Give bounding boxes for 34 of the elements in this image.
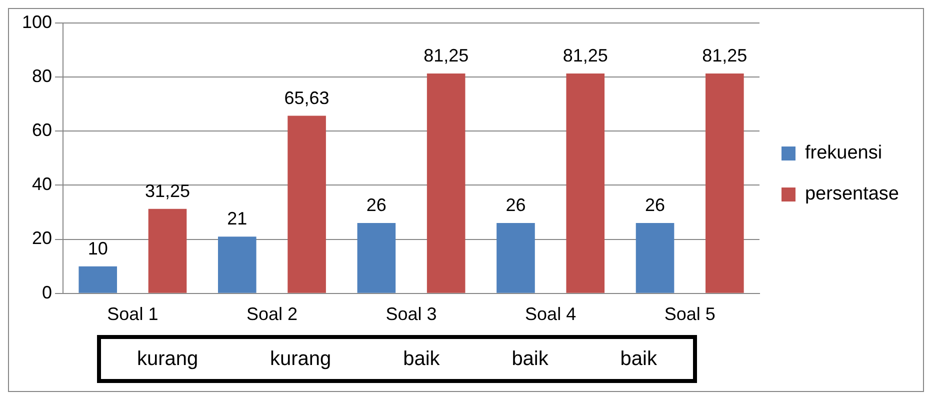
bar (78, 266, 118, 293)
data-label: 26 (366, 195, 386, 216)
legend-label: persentase (804, 184, 900, 205)
note-box: kurang kurang baik baik baik (97, 335, 697, 383)
data-label: 21 (227, 208, 248, 229)
bar (426, 74, 466, 293)
bar (636, 223, 674, 293)
bar (218, 236, 256, 293)
bar (496, 223, 535, 293)
x-tick-label: Soal 2 (246, 304, 298, 324)
legend-label: frekuensi (804, 142, 882, 164)
x-tick-label: Soal 5 (664, 304, 716, 324)
data-label: 81,25 (424, 46, 469, 66)
data-label: 26 (506, 195, 526, 216)
y-tick-label: 60 (32, 120, 52, 140)
x-tick-label: Soal 1 (107, 304, 158, 324)
bar (288, 116, 326, 293)
data-label: 81,25 (702, 46, 748, 66)
data-label: 65,63 (284, 88, 330, 108)
x-tick-label: Soal 3 (386, 304, 437, 324)
data-label: 81,25 (562, 46, 608, 66)
y-tick-label: 80 (32, 66, 52, 86)
x-tick-label: Soal 4 (525, 304, 576, 324)
bar (357, 223, 396, 293)
data-label: 31,25 (144, 180, 190, 201)
data-label: 26 (645, 195, 666, 216)
bar (566, 74, 605, 293)
bar (706, 74, 744, 293)
y-tick-label: 40 (32, 174, 52, 194)
y-tick-label: 100 (22, 12, 52, 32)
data-label: 10 (88, 238, 108, 258)
y-tick-label: 0 (42, 282, 52, 302)
y-tick-label: 20 (32, 228, 52, 248)
bar (148, 208, 187, 293)
